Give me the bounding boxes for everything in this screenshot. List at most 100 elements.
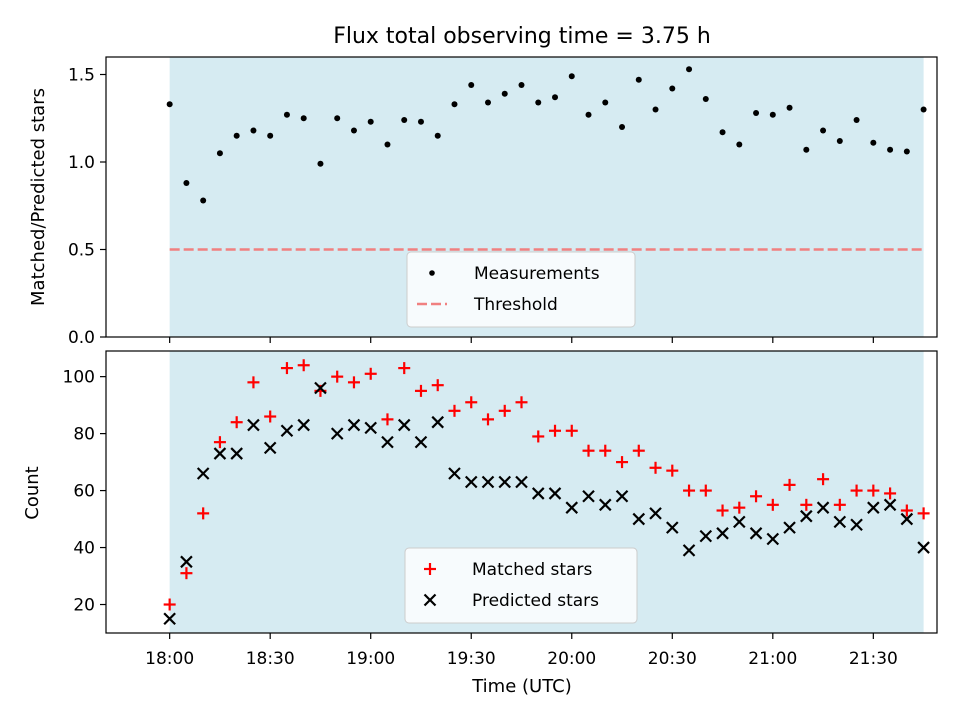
- predicted-x-b: [850, 518, 863, 532]
- predicted-x-b: [666, 521, 679, 534]
- matched-star-marker: [280, 362, 293, 375]
- predicted-star-marker: [464, 475, 478, 489]
- predicted-star-marker: [498, 475, 512, 489]
- predicted-star-marker: [397, 418, 411, 432]
- matched-star-marker: [213, 436, 226, 449]
- predicted-x-b: [682, 544, 696, 557]
- predicted-star-marker: [213, 447, 227, 460]
- predicted-star-marker: [196, 467, 210, 480]
- predicted-star-marker: [481, 475, 495, 489]
- predicted-star-marker: [800, 509, 813, 523]
- predicted-star-marker: [615, 489, 629, 503]
- y-tick-label: 0.5: [68, 241, 95, 261]
- predicted-star-marker: [816, 501, 830, 514]
- predicted-star-marker: [364, 421, 377, 435]
- predicted-x-b: [397, 418, 411, 432]
- matched-star-marker: [331, 370, 344, 383]
- measurement-point: [417, 118, 424, 125]
- measurement-point: [250, 127, 257, 134]
- measurement-point: [267, 132, 274, 139]
- predicted-x-b: [766, 532, 780, 546]
- matched-star-marker: [180, 567, 193, 580]
- matched-star-marker: [783, 478, 796, 491]
- measurement-point: [887, 146, 894, 153]
- measurement-point: [702, 96, 709, 102]
- predicted-star-marker: [347, 418, 361, 432]
- predicted-x-b: [297, 418, 310, 432]
- predicted-x-b: [230, 447, 243, 460]
- predicted-x-b: [783, 521, 796, 534]
- predicted-x-b: [548, 487, 562, 500]
- axes-frame: [105, 350, 938, 634]
- measurement-points: [166, 66, 927, 204]
- predicted-x-b: [749, 527, 763, 540]
- matched-star-marker: [381, 413, 394, 426]
- predicted-x-b: [330, 427, 344, 440]
- measurement-point: [585, 111, 592, 118]
- matched-star-marker: [498, 404, 511, 417]
- measurement-point: [686, 66, 693, 73]
- measurement-point: [200, 197, 207, 204]
- predicted-star-marker: [733, 515, 746, 529]
- predicted-star-marker: [263, 441, 277, 455]
- predicted-x-b: [414, 435, 428, 449]
- matched-star-marker: [247, 376, 260, 389]
- legend-label: Matched stars: [472, 560, 592, 580]
- measurement-point: [652, 106, 659, 113]
- measurement-point: [451, 101, 458, 108]
- matched-star-marker: [163, 598, 176, 611]
- predicted-x-b: [364, 421, 377, 435]
- predicted-star-marker: [749, 527, 763, 540]
- matched-star-marker: [683, 484, 696, 497]
- measurement-point: [501, 90, 508, 97]
- measurement-point: [635, 76, 642, 83]
- predicted-x-b: [800, 509, 813, 523]
- matched-star-marker: [666, 464, 679, 477]
- predicted-star-marker: [330, 427, 344, 440]
- predicted-star-marker: [833, 515, 847, 529]
- predicted-star-marker: [565, 501, 579, 514]
- predicted-x-b: [833, 515, 847, 529]
- predicted-x-b: [917, 541, 930, 554]
- y-tick-label: 100: [63, 368, 95, 388]
- matched-star-marker: [364, 367, 377, 380]
- predicted-x-b: [213, 447, 227, 460]
- matched-star-marker: [599, 444, 612, 457]
- axes-frame: [105, 56, 938, 338]
- predicted-star-marker: [230, 447, 243, 460]
- predicted-star-marker: [515, 475, 528, 489]
- matched-star-marker: [515, 396, 528, 409]
- y-tick-label: 0.0: [68, 328, 95, 348]
- predicted-x-b: [867, 501, 880, 514]
- predicted-x-b: [464, 475, 478, 489]
- predicted-x-b: [816, 501, 830, 514]
- x-tick-label: 21:30: [849, 649, 898, 669]
- measurement-point: [669, 85, 676, 92]
- measurement-point: [317, 160, 324, 167]
- measurement-point: [753, 110, 760, 116]
- matched-star-marker: [817, 473, 830, 486]
- predicted-star-marker: [448, 467, 461, 480]
- measurement-point: [903, 148, 910, 155]
- predicted-star-marker: [666, 521, 679, 534]
- predicted-x-b: [314, 381, 327, 395]
- top-axes-frame: [105, 56, 938, 338]
- matched-star-marker: [398, 362, 411, 375]
- predicted-star-marker: [431, 415, 445, 429]
- predicted-x-b: [180, 555, 193, 569]
- measurement-point: [518, 82, 525, 88]
- measurement-point: [619, 124, 626, 130]
- predicted-star-marker: [163, 612, 176, 626]
- predicted-x-b: [381, 435, 394, 449]
- matched-star-marker: [431, 379, 444, 392]
- bottom-y-ticks: 20 40 60 80 100: [63, 368, 106, 616]
- matched-star-marker: [750, 490, 763, 503]
- legend-box: [406, 251, 636, 328]
- predicted-x-b: [163, 612, 176, 626]
- predicted-x-b: [649, 507, 662, 520]
- predicted-x-b: [448, 467, 461, 480]
- bottom-x-ticks: 18:00 18:30 19:00 19:30 20:00 20:30 21:00 21:30: [145, 633, 898, 669]
- measurement-point: [769, 111, 776, 118]
- measurement-point: [719, 129, 726, 136]
- measurement-point: [334, 115, 341, 122]
